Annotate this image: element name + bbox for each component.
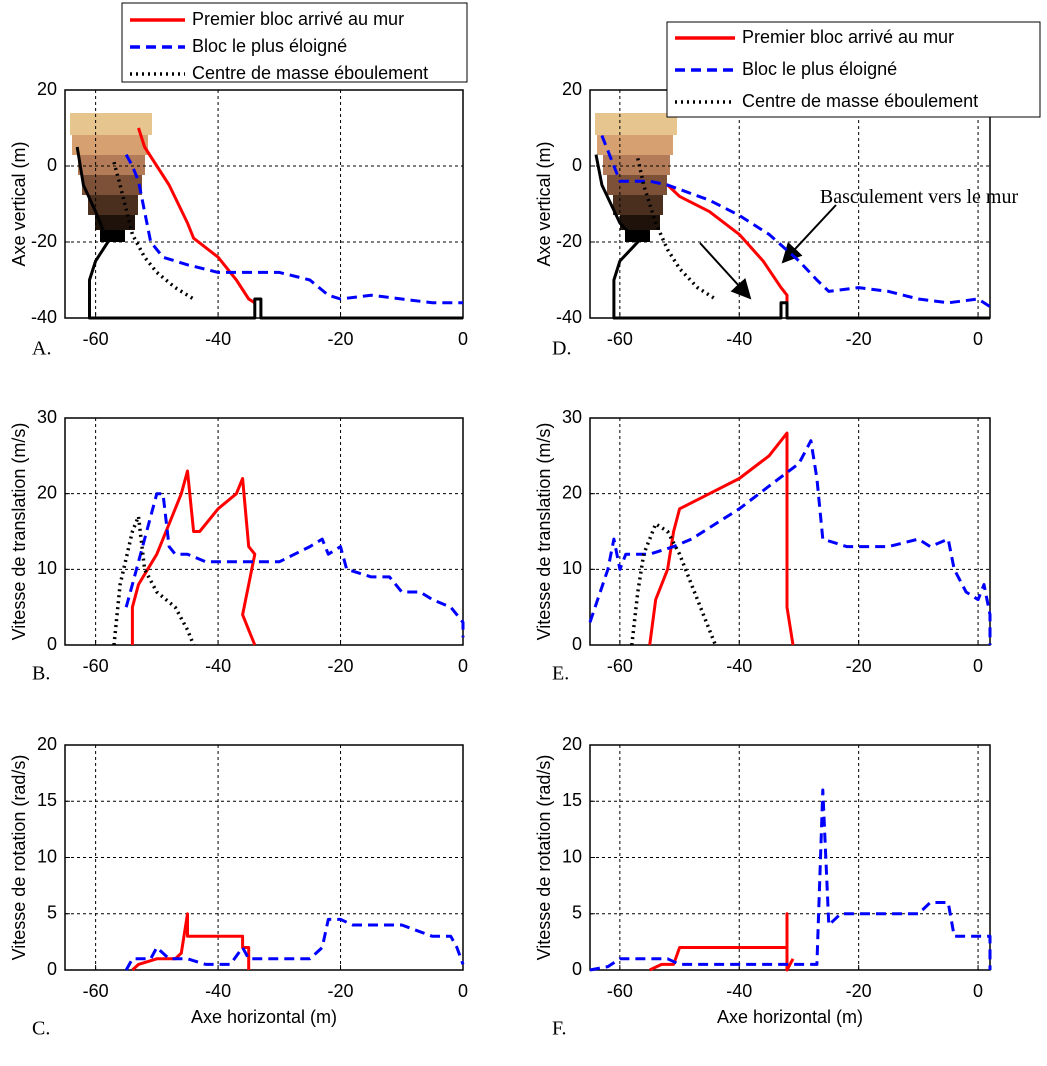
y-tick-label: -20 <box>556 231 582 251</box>
y-axis-label: Vitesse de rotation (rad/s) <box>9 755 29 961</box>
y-tick-label: 15 <box>37 790 57 810</box>
panel-label: D. <box>552 338 571 360</box>
y-tick-label: 20 <box>562 79 582 99</box>
panel-label: F. <box>552 1018 567 1040</box>
x-tick-label: -40 <box>726 656 752 676</box>
data-line <box>124 917 465 971</box>
annotation-arrow <box>699 242 752 300</box>
panel-label: E. <box>552 663 569 685</box>
data-line <box>75 146 463 320</box>
legend-label: Bloc le plus éloigné <box>192 36 347 56</box>
x-tick-label: -40 <box>205 656 231 676</box>
y-tick-label: 20 <box>37 79 57 99</box>
y-tick-label: 15 <box>562 790 582 810</box>
data-line <box>600 135 991 308</box>
y-tick-label: 10 <box>37 846 57 866</box>
data-line <box>130 469 257 646</box>
y-tick-label: 0 <box>47 959 57 979</box>
data-line <box>589 788 992 972</box>
data-line <box>588 439 992 645</box>
x-tick-label: -60 <box>607 656 633 676</box>
plot-frame <box>589 744 991 971</box>
x-tick-label: -60 <box>607 981 633 1001</box>
y-tick-label: -40 <box>556 307 582 327</box>
annotation: Basculement vers le mur <box>819 186 1019 208</box>
y-tick-label: 10 <box>562 558 582 578</box>
x-tick-label: -20 <box>328 981 354 1001</box>
y-tick-label: 20 <box>562 734 582 754</box>
y-tick-label: 0 <box>572 959 582 979</box>
plot-frame <box>64 744 464 971</box>
annotation-arrow <box>781 204 837 264</box>
x-tick-label: -20 <box>846 329 872 349</box>
x-tick-label: -40 <box>726 329 752 349</box>
x-tick-label: 0 <box>973 656 983 676</box>
x-axis-label: Axe horizontal (m) <box>717 1007 863 1027</box>
legend-label: Premier bloc arrivé au mur <box>742 27 954 47</box>
y-axis-label: Vitesse de translation (m/s) <box>9 423 29 641</box>
x-tick-label: 0 <box>973 981 983 1001</box>
x-tick-label: -60 <box>83 656 109 676</box>
x-tick-label: -60 <box>83 981 109 1001</box>
y-tick-label: 0 <box>47 634 57 654</box>
y-tick-label: 30 <box>37 407 57 427</box>
x-axis-label: Axe horizontal (m) <box>191 1007 337 1027</box>
x-tick-label: -20 <box>328 656 354 676</box>
x-tick-label: -20 <box>846 656 872 676</box>
plot-frame <box>589 417 991 646</box>
data-line <box>137 127 256 305</box>
x-tick-label: -60 <box>607 329 633 349</box>
data-line <box>648 431 795 646</box>
y-tick-label: 20 <box>37 734 57 754</box>
y-tick-label: 0 <box>572 155 582 175</box>
legend-label: Premier bloc arrivé au mur <box>192 9 404 29</box>
x-tick-label: -40 <box>726 981 752 1001</box>
legend-box <box>121 2 468 83</box>
x-tick-label: 0 <box>458 656 468 676</box>
y-axis-label: Axe vertical (m) <box>9 141 29 266</box>
x-tick-label: -60 <box>83 329 109 349</box>
y-tick-label: 20 <box>562 482 582 502</box>
x-tick-label: 0 <box>458 981 468 1001</box>
y-axis-label: Axe vertical (m) <box>534 141 554 266</box>
panel-label: A. <box>32 338 51 360</box>
panel-label: C. <box>32 1018 50 1040</box>
plot-frame <box>64 417 464 646</box>
y-axis-label: Vitesse de translation (m/s) <box>534 423 554 641</box>
rock-pile <box>595 113 677 242</box>
y-tick-label: -20 <box>31 231 57 251</box>
legend-label: Centre de masse éboulement <box>742 91 978 111</box>
y-tick-label: 0 <box>47 155 57 175</box>
x-tick-label: -20 <box>846 981 872 1001</box>
y-tick-label: 5 <box>572 903 582 923</box>
data-line <box>636 158 717 301</box>
x-tick-label: 0 <box>973 329 983 349</box>
y-tick-label: 0 <box>572 634 582 654</box>
data-line <box>124 153 463 305</box>
y-tick-label: -40 <box>31 307 57 327</box>
y-axis-label: Vitesse de rotation (rad/s) <box>534 755 554 961</box>
data-line <box>666 183 789 303</box>
y-tick-label: 20 <box>37 482 57 502</box>
y-tick-label: 5 <box>47 903 57 923</box>
x-tick-label: -40 <box>205 981 231 1001</box>
data-line <box>112 514 196 646</box>
data-line <box>649 912 795 972</box>
data-line <box>630 522 718 646</box>
data-line <box>124 492 465 638</box>
legend-label: Centre de masse éboulement <box>192 63 428 83</box>
x-tick-label: 0 <box>458 329 468 349</box>
data-line <box>131 912 251 972</box>
x-tick-label: -20 <box>328 329 354 349</box>
y-tick-label: 30 <box>562 407 582 427</box>
data-line <box>594 154 990 320</box>
panel-label: B. <box>32 663 50 685</box>
x-tick-label: -40 <box>205 329 231 349</box>
y-tick-label: 10 <box>37 558 57 578</box>
legend-label: Bloc le plus éloigné <box>742 59 897 79</box>
y-tick-label: 10 <box>562 846 582 866</box>
